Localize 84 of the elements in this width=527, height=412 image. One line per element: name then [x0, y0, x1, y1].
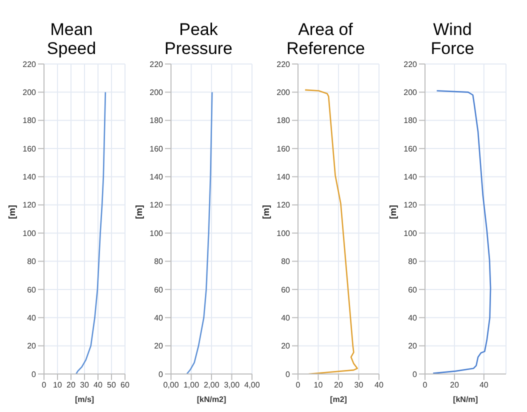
y-tick-label: 80	[408, 257, 418, 266]
y-tick-label: 200	[150, 88, 164, 98]
y-tick-label: 40	[408, 313, 418, 322]
y-tick-label: 20	[408, 342, 418, 351]
y-tick-label: 200	[404, 88, 418, 98]
x-tick-label: 60	[120, 380, 130, 390]
y-tick-label: 60	[408, 285, 418, 294]
x-axis-title: [kN/m]	[453, 395, 478, 404]
x-tick-label: 20	[450, 380, 460, 390]
y-tick-label: 0	[158, 370, 164, 379]
x-tick-label: 0,00	[163, 380, 180, 390]
x-tick-label: 0	[42, 380, 47, 390]
x-tick-label: 50	[107, 380, 116, 390]
y-tick-label: 160	[22, 144, 37, 154]
y-tick-label: 60	[281, 285, 291, 294]
x-tick-label: 3,00	[224, 380, 240, 390]
x-tick-label: 30	[80, 380, 90, 390]
y-tick-label: 100	[404, 228, 418, 238]
y-tick-label: 220	[150, 60, 164, 69]
chart-title: Wind Force	[430, 20, 476, 58]
x-tick-label: 4,00	[244, 380, 260, 390]
x-tick-label: 40	[479, 380, 489, 390]
y-tick-label: 180	[150, 116, 164, 126]
y-tick-label: 0	[32, 370, 37, 379]
y-tick-label: 80	[154, 257, 164, 266]
y-tick-label: 140	[404, 172, 418, 182]
y-tick-label: 60	[154, 285, 164, 294]
x-tick-label: 20	[334, 380, 344, 390]
y-axis-title: [m]	[388, 205, 398, 219]
y-tick-label: 20	[154, 342, 164, 351]
line-series	[186, 92, 213, 374]
y-tick-label: 140	[150, 172, 164, 182]
y-tick-label: 220	[404, 60, 418, 69]
line-series	[304, 89, 358, 374]
x-tick-label: 0	[422, 380, 428, 390]
y-tick-label: 80	[281, 257, 291, 266]
y-tick-label: 200	[276, 88, 291, 98]
x-tick-label: 1,00	[183, 380, 200, 390]
x-tick-label: 10	[314, 380, 324, 390]
x-tick-label: 20	[66, 380, 76, 390]
y-tick-label: 60	[27, 285, 37, 294]
y-tick-label: 100	[150, 228, 164, 238]
chart-title: Area of Reference	[286, 20, 365, 58]
y-tick-label: 180	[404, 116, 418, 126]
y-axis-title: [m]	[134, 205, 144, 219]
y-tick-label: 140	[22, 172, 37, 182]
y-tick-label: 160	[150, 144, 164, 154]
x-axis-title: [m2]	[330, 395, 348, 404]
y-tick-label: 0	[286, 370, 291, 379]
y-tick-label: 200	[22, 88, 37, 98]
y-axis-title: [m]	[7, 205, 18, 219]
line-series	[75, 92, 106, 374]
x-tick-label: 40	[94, 380, 103, 390]
y-tick-label: 220	[22, 60, 37, 69]
y-tick-label: 160	[276, 144, 291, 154]
y-tick-label: 120	[22, 200, 37, 210]
line-series	[432, 90, 492, 374]
y-tick-label: 40	[27, 313, 37, 322]
y-tick-label: 180	[276, 116, 291, 126]
y-tick-label: 220	[276, 60, 291, 69]
x-tick-label: 30	[354, 380, 364, 390]
y-tick-label: 40	[154, 313, 164, 322]
y-tick-label: 180	[22, 116, 37, 126]
chart-title: Peak Pressure	[163, 20, 234, 58]
y-tick-label: 160	[404, 144, 418, 154]
y-tick-label: 120	[404, 200, 418, 210]
x-tick-label: 0	[296, 380, 301, 390]
y-tick-label: 20	[281, 342, 291, 351]
y-tick-label: 100	[22, 228, 37, 238]
y-tick-label: 40	[281, 313, 291, 322]
chart-title: Mean Speed	[46, 20, 98, 58]
x-tick-label: 10	[53, 380, 62, 390]
y-tick-label: 100	[276, 228, 291, 238]
y-tick-label: 120	[276, 200, 291, 210]
y-tick-label: 20	[27, 342, 37, 351]
x-tick-label: 2,00	[204, 380, 220, 390]
y-tick-label: 140	[276, 172, 291, 182]
x-tick-label: 40	[374, 380, 384, 390]
x-axis-title: [kN/m2]	[196, 395, 227, 404]
y-tick-label: 120	[150, 200, 164, 210]
x-axis-title: [m/s]	[74, 395, 94, 404]
y-axis-title: [m]	[261, 205, 272, 219]
y-tick-label: 80	[27, 257, 37, 266]
y-tick-label: 0	[412, 370, 418, 379]
